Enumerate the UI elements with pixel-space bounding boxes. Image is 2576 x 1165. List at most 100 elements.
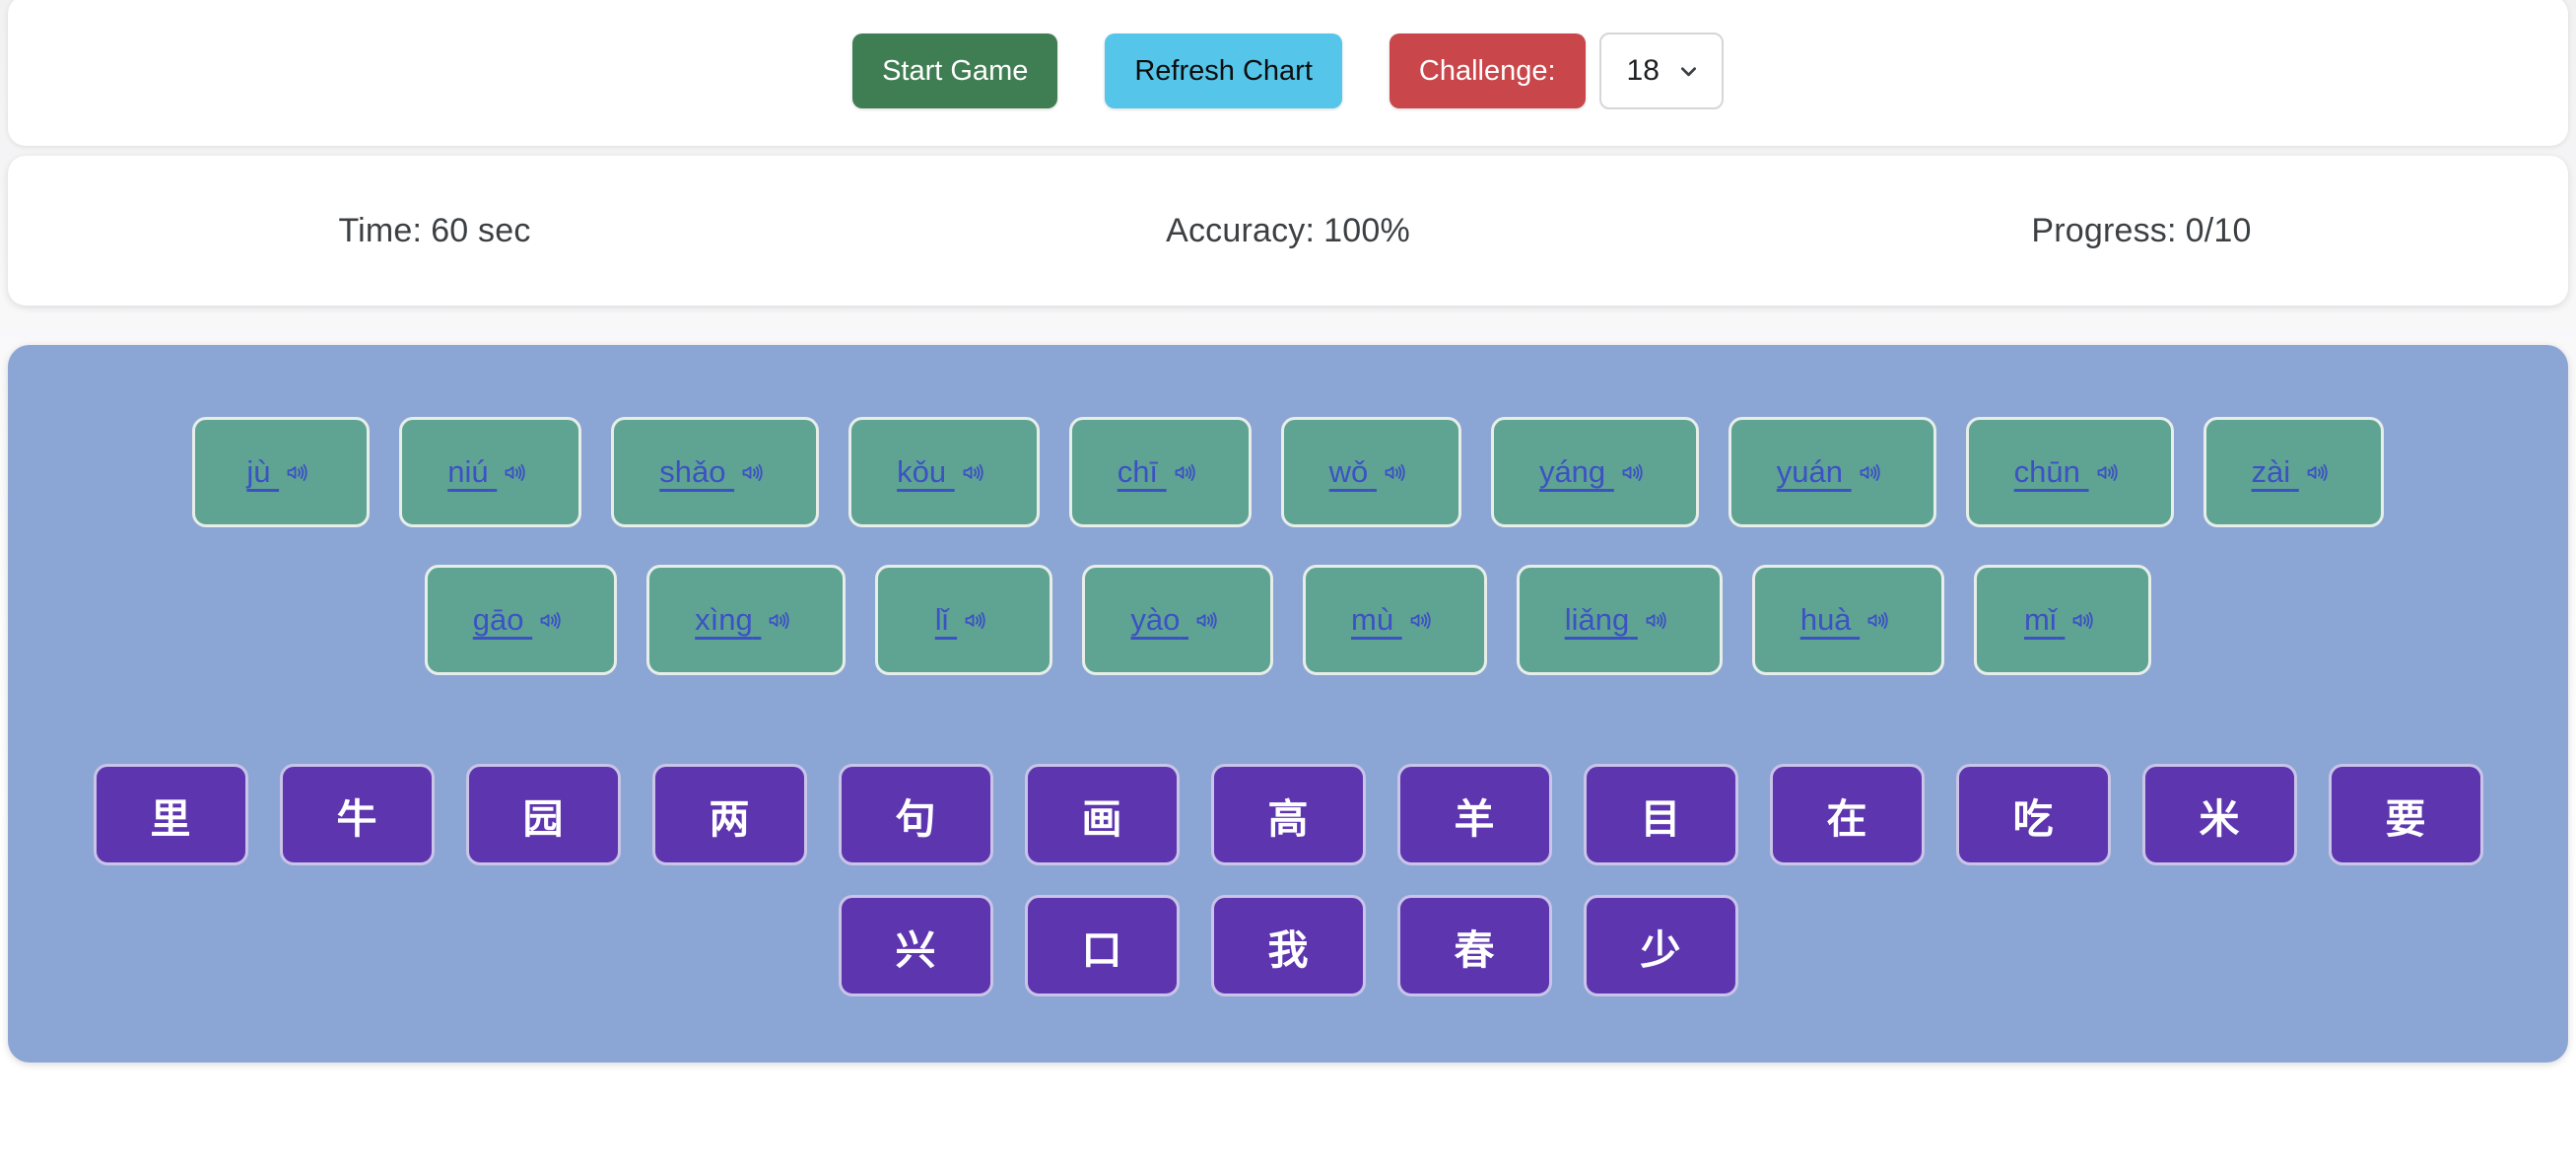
speaker-icon (503, 458, 533, 487)
pinyin-button[interactable]: mù (1303, 565, 1487, 675)
pinyin-label: huà (1799, 602, 1852, 637)
pinyin-button[interactable]: chī (1068, 417, 1252, 527)
accuracy-stat: Accuracy: 100% (861, 212, 1715, 250)
speaker-icon (2070, 606, 2101, 635)
toolbar: Start Game Refresh Chart Challenge: 18 (8, 0, 2568, 146)
challenge-count-select[interactable]: 18 (1598, 33, 1724, 109)
pinyin-label: liǎng (1564, 602, 1630, 637)
pinyin-button[interactable]: jù (192, 417, 371, 527)
hanzi-button[interactable]: 画 (1024, 764, 1180, 865)
hanzi-label: 高 (1267, 795, 1309, 842)
hanzi-row-2: 兴 口 我 春 少 (8, 895, 2568, 996)
pinyin-label: wǒ (1328, 454, 1369, 489)
hanzi-button[interactable]: 里 (93, 764, 248, 865)
speaker-icon (1408, 606, 1439, 635)
hanzi-label: 画 (1081, 795, 1122, 842)
speaker-icon (961, 458, 991, 487)
hanzi-label: 目 (1640, 795, 1681, 842)
pinyin-label: yáng (1538, 454, 1606, 489)
pinyin-button[interactable]: niú (399, 417, 582, 527)
hanzi-label: 两 (709, 795, 750, 842)
stats-bar: Time: 60 sec Accuracy: 100% Progress: 0/10 (8, 156, 2568, 306)
pinyin-button[interactable]: yuán (1728, 417, 1936, 527)
speaker-icon (1865, 606, 1896, 635)
pinyin-button[interactable]: shǎo (611, 417, 820, 527)
pinyin-button[interactable]: huà (1751, 565, 1945, 675)
hanzi-button[interactable]: 句 (838, 764, 993, 865)
time-label: Time: (338, 211, 423, 249)
speaker-icon (285, 458, 315, 487)
speaker-icon (1194, 606, 1225, 635)
pinyin-button[interactable]: gāo (424, 565, 618, 675)
speaker-icon (1620, 458, 1651, 487)
pinyin-button[interactable]: zài (2203, 417, 2384, 527)
hanzi-label: 里 (150, 795, 191, 842)
hanzi-button[interactable]: 兴 (838, 895, 993, 996)
pinyin-label: mǐ (2024, 602, 2057, 637)
hanzi-button[interactable]: 我 (1210, 895, 1366, 996)
speaker-icon (1173, 458, 1203, 487)
pinyin-button[interactable]: yào (1082, 565, 1273, 675)
hanzi-label: 口 (1081, 926, 1122, 973)
progress-value: 0/10 (2185, 211, 2252, 249)
hanzi-button[interactable]: 两 (651, 764, 807, 865)
pinyin-button[interactable]: kǒu (848, 417, 1040, 527)
hanzi-label: 在 (1826, 795, 1867, 842)
hanzi-button[interactable]: 春 (1396, 895, 1552, 996)
hanzi-label: 米 (2199, 795, 2240, 842)
speaker-icon (1383, 458, 1413, 487)
pinyin-label: mù (1351, 602, 1394, 637)
hanzi-label: 兴 (895, 926, 936, 973)
hanzi-button[interactable]: 羊 (1396, 764, 1552, 865)
speaker-icon (1644, 606, 1674, 635)
time-value: 60 sec (431, 211, 531, 249)
progress-label: Progress: (2031, 211, 2177, 249)
speaker-icon (1858, 458, 1888, 487)
hanzi-label: 要 (2385, 795, 2426, 842)
pinyin-label: lǐ (934, 602, 949, 637)
challenge-button[interactable]: Challenge: (1389, 34, 1586, 108)
hanzi-label: 少 (1640, 926, 1681, 973)
pinyin-label: chī (1117, 454, 1159, 489)
pinyin-button[interactable]: liǎng (1516, 565, 1723, 675)
pinyin-button[interactable]: xìng (646, 565, 847, 675)
hanzi-button[interactable]: 牛 (279, 764, 435, 865)
hanzi-label: 园 (522, 795, 564, 842)
speaker-icon (767, 606, 797, 635)
hanzi-button[interactable]: 吃 (1955, 764, 2111, 865)
pinyin-button[interactable]: mǐ (1974, 565, 2152, 675)
hanzi-label: 我 (1267, 926, 1309, 973)
accuracy-label: Accuracy: (1166, 211, 1316, 249)
hanzi-button[interactable]: 高 (1210, 764, 1366, 865)
hanzi-button[interactable]: 在 (1769, 764, 1925, 865)
pinyin-button[interactable]: chūn (1965, 417, 2174, 527)
pinyin-button[interactable]: wǒ (1280, 417, 1461, 527)
hanzi-button[interactable]: 园 (465, 764, 621, 865)
hanzi-label: 吃 (2012, 795, 2054, 842)
speaker-icon (538, 606, 569, 635)
chevron-down-icon (1675, 58, 1702, 85)
pinyin-label: kǒu (897, 454, 947, 489)
hanzi-label: 句 (895, 795, 936, 842)
pinyin-row-1: jù niú (8, 417, 2568, 527)
hanzi-button[interactable]: 要 (2328, 764, 2483, 865)
progress-stat: Progress: 0/10 (1715, 212, 2568, 250)
pinyin-label: yào (1130, 602, 1181, 637)
pinyin-label: gāo (472, 602, 524, 637)
start-game-button[interactable]: Start Game (852, 34, 1058, 108)
pinyin-label: yuán (1776, 454, 1844, 489)
challenge-group: Challenge: 18 (1389, 33, 1724, 109)
pinyin-label: niú (447, 454, 489, 489)
hanzi-row-1: 里 牛 园 两 句 画 高 (8, 764, 2568, 865)
speaker-icon (740, 458, 771, 487)
time-stat: Time: 60 sec (8, 212, 861, 250)
refresh-chart-button[interactable]: Refresh Chart (1105, 34, 1342, 108)
hanzi-button[interactable]: 米 (2141, 764, 2297, 865)
speaker-icon (2095, 458, 2126, 487)
hanzi-button[interactable]: 目 (1583, 764, 1738, 865)
hanzi-button[interactable]: 少 (1583, 895, 1738, 996)
hanzi-label: 牛 (336, 795, 377, 842)
pinyin-button[interactable]: lǐ (875, 565, 1053, 675)
hanzi-button[interactable]: 口 (1024, 895, 1180, 996)
pinyin-button[interactable]: yáng (1490, 417, 1699, 527)
